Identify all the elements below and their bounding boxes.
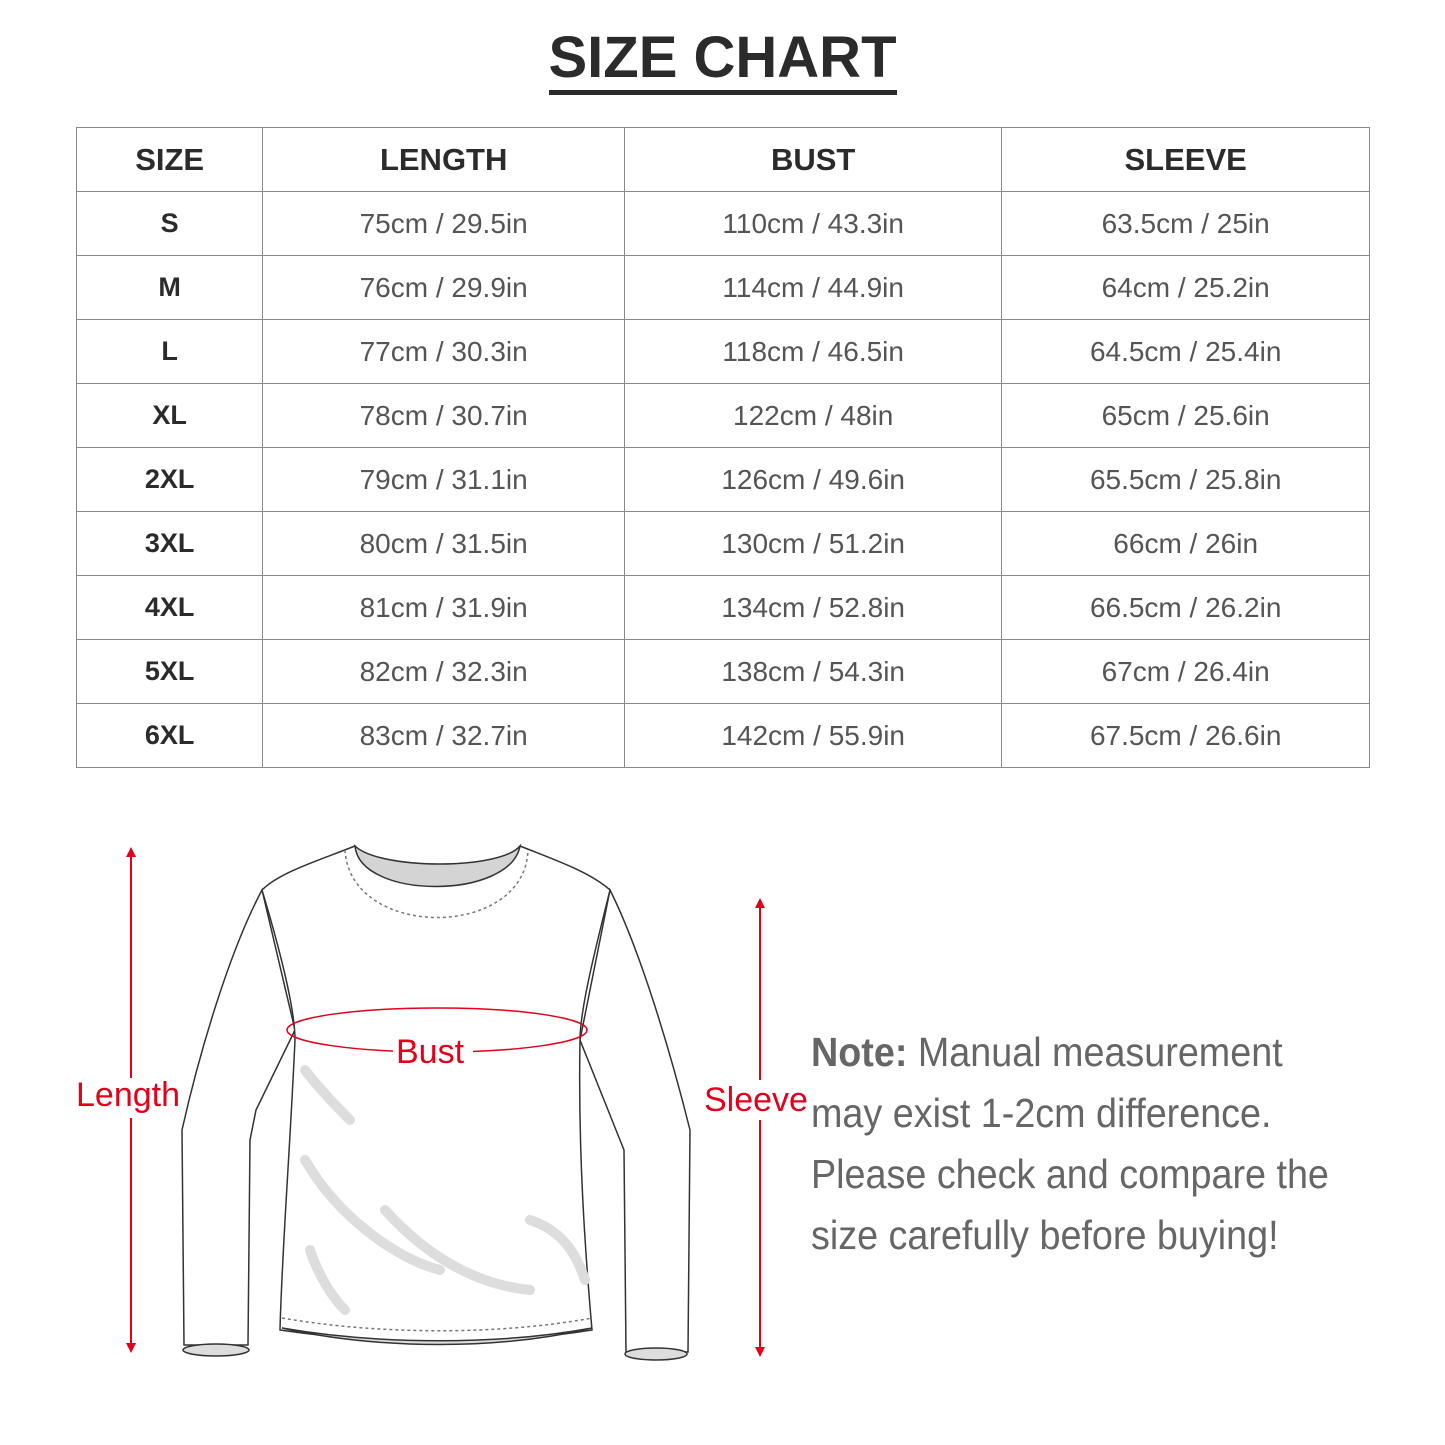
- length-cell: 77cm / 30.3in: [262, 319, 625, 384]
- size-cell: 4XL: [75, 575, 264, 640]
- sleeve-cell: 65.5cm / 25.8in: [1001, 447, 1370, 512]
- size-cell: 3XL: [75, 511, 264, 576]
- bust-label: Bust: [396, 1033, 465, 1071]
- shirt-outline: [181, 843, 691, 1361]
- table-row: XL 78cm / 30.7in 122cm / 48in 65cm / 25.6in: [75, 383, 1370, 448]
- size-cell: L: [75, 319, 264, 384]
- sleeve-cell: 64.5cm / 25.4in: [1001, 319, 1370, 384]
- size-table: SIZE LENGTH BUST SLEEVE S 75cm / 29.5in 110cm…: [75, 127, 1370, 768]
- table-header-row: SIZE LENGTH BUST SLEEVE: [75, 127, 1370, 192]
- table-row: 5XL 82cm / 32.3in 138cm / 54.3in 67cm / 26.…: [75, 639, 1370, 704]
- column-header-size: SIZE: [75, 127, 264, 192]
- length-cell: 81cm / 31.9in: [262, 575, 625, 640]
- length-label: Length: [76, 1076, 180, 1114]
- table-row: 6XL 83cm / 32.7in 142cm / 55.9in 67.5cm / 2…: [75, 703, 1370, 768]
- sleeve-cell: 67cm / 26.4in: [1001, 639, 1370, 704]
- bust-cell: 114cm / 44.9in: [623, 255, 1003, 320]
- table-row: L 77cm / 30.3in 118cm / 46.5in 64.5cm / 25.…: [75, 319, 1370, 384]
- sleeve-cell: 63.5cm / 25in: [1001, 191, 1370, 256]
- length-cell: 83cm / 32.7in: [262, 703, 625, 768]
- size-cell: 5XL: [75, 639, 264, 704]
- column-header-bust: BUST: [623, 127, 1003, 192]
- note-text: Manual measurement may exist 1-2cm diffe…: [811, 1029, 1329, 1258]
- sleeve-cell: 64cm / 25.2in: [1001, 255, 1370, 320]
- bust-cell: 142cm / 55.9in: [623, 703, 1003, 768]
- size-cell: 6XL: [75, 703, 264, 768]
- sleeve-cell: 66.5cm / 26.2in: [1001, 575, 1370, 640]
- sleeve-cell: 66cm / 26in: [1001, 511, 1370, 576]
- length-cell: 78cm / 30.7in: [262, 383, 625, 448]
- table-row: 4XL 81cm / 31.9in 134cm / 52.8in 66.5cm / 2…: [75, 575, 1370, 640]
- shirt-shading: [300, 1065, 590, 1315]
- bust-cell: 134cm / 52.8in: [623, 575, 1003, 640]
- sleeve-cell: 67.5cm / 26.6in: [1001, 703, 1370, 768]
- length-cell: 80cm / 31.5in: [262, 511, 625, 576]
- length-cell: 79cm / 31.1in: [262, 447, 625, 512]
- length-cell: 75cm / 29.5in: [262, 191, 625, 256]
- table-row: M 76cm / 29.9in 114cm / 44.9in 64cm / 25.2i…: [75, 255, 1370, 320]
- sleeve-label: Sleeve: [704, 1081, 808, 1119]
- length-cell: 76cm / 29.9in: [262, 255, 625, 320]
- sleeve-cell: 65cm / 25.6in: [1001, 383, 1370, 448]
- bust-cell: 118cm / 46.5in: [623, 319, 1003, 384]
- size-cell: M: [75, 255, 264, 320]
- size-cell: 2XL: [75, 447, 264, 512]
- note-label: Note:: [811, 1029, 908, 1075]
- size-cell: XL: [75, 383, 264, 448]
- measurement-note: Note: Manual measurement may exist 1-2cm…: [811, 1022, 1363, 1266]
- bust-cell: 122cm / 48in: [623, 383, 1003, 448]
- bust-cell: 138cm / 54.3in: [623, 639, 1003, 704]
- table-row: 3XL 80cm / 31.5in 130cm / 51.2in 66cm / 26i…: [75, 511, 1370, 576]
- page-title: SIZE CHART: [0, 24, 1445, 95]
